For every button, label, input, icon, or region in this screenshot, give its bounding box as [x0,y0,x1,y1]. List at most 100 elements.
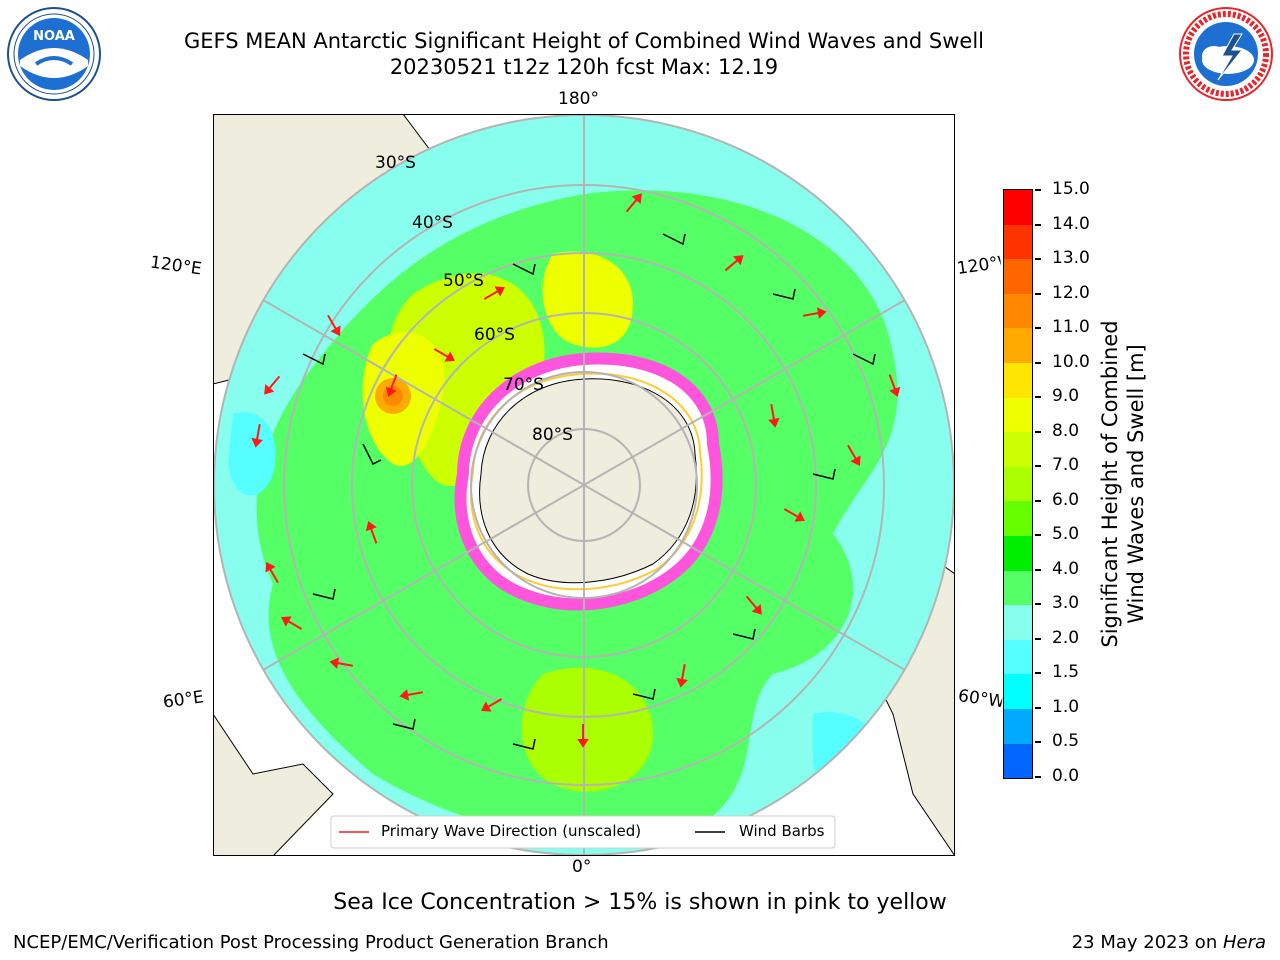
wind-barb [662,233,686,246]
colorbar-ticks: 15.0 14.0 13.0 12.0 11.0 10.0 9.0 8.0 7.0 6.0 5.0 4… [1035,179,1105,786]
colorbar-band [1004,743,1032,779]
legend-wind-barbs: Wind Barbs [739,822,825,840]
wind-barb [852,353,876,366]
legend-primary-wave: Primary Wave Direction (unscaled) [381,822,642,840]
lon-label-120e: 120°E [148,252,203,280]
lon-label-120w: 120°W [955,253,1003,279]
wind-barbs [302,233,876,750]
wave-arrow [676,663,688,688]
colorbar-tick-label: 6.0 [1052,490,1080,510]
antarctica-land [479,378,697,584]
colorbar [1003,189,1033,779]
colorbar-band [1004,639,1032,675]
map-legend [330,815,836,849]
band-9m-b [542,251,633,348]
wave-arrow [329,657,354,669]
lon-label-180: 180° [558,89,599,109]
colorbar-tick-mark [1035,638,1041,640]
lat-label-50s: 50°S [443,271,484,291]
sea-ice-caption: Sea Ice Concentration > 15% is shown in … [333,890,947,915]
wave-arrow [399,689,424,701]
colorbar-tick-mark [1035,189,1041,191]
wave-arrow [481,698,503,712]
colorbar-band [1004,259,1032,294]
wave-arrow [625,193,642,213]
colorbar-band [1004,224,1032,260]
colorbar-tick-mark [1035,776,1041,778]
wind-barb [812,468,836,480]
colorbar-band [1004,466,1032,502]
wave-arrow [251,423,263,448]
colorbar-band [1004,362,1032,398]
colorbar-tick-label: 10.0 [1052,352,1090,372]
lat-label-30s: 30°S [375,153,416,173]
wave-arrow [264,375,281,395]
wave-arrow [768,403,780,428]
noaa-logo: NOAA [7,7,101,101]
wind-barb [632,688,656,700]
wave-arrow [745,595,762,615]
wave-arrow [365,521,378,544]
lat-label-80s: 80°S [532,425,573,445]
wave-arrow [483,286,505,300]
colorbar-tick-label: 1.0 [1052,697,1080,717]
africa-land [213,713,334,856]
wave-arrows [251,193,901,748]
wave-arrow [802,307,827,319]
wind-barb [772,288,796,300]
colorbar-tick-label: 13.0 [1052,248,1090,268]
colorbar-tick-label: 1.5 [1052,662,1080,682]
colorbar-tick-label: 0.0 [1052,766,1080,786]
colorbar-tick-label: 14.0 [1052,214,1090,234]
colorbar-tick-mark [1035,741,1041,743]
band-12m [383,386,403,406]
lon-label-60w: 60°W [956,686,1004,712]
wind-barb [732,628,756,640]
wind-barb [312,588,336,600]
colorbar-tick-mark [1035,224,1041,226]
colorbar-tick-mark [1035,534,1041,536]
colorbar-band [1004,190,1032,225]
colorbar-tick-label: 15.0 [1052,179,1090,199]
colorbar-tick-label: 5.0 [1052,524,1080,544]
colorbar-tick-mark [1035,293,1041,295]
colorbar-band [1004,328,1032,363]
colorbar-tick-mark [1035,569,1041,571]
colorbar-tick-label: 2.0 [1052,628,1080,648]
band-2m [228,412,276,496]
polar-map [213,114,955,856]
colorbar-label-line1: Significant Height of Combined [1098,320,1122,648]
wave-arrow [385,374,398,397]
band-6-7m [521,667,653,792]
wave-arrow [577,724,589,748]
colorbar-band [1004,674,1032,709]
colorbar-tick-label: 11.0 [1052,317,1090,337]
colorbar-tick-mark [1035,327,1041,329]
lat-label-70s: 70°S [503,375,544,395]
colorbar-label: Significant Height of Combined Wind Wave… [1097,284,1149,684]
wind-barb [512,263,536,276]
colorbar-tick-mark [1035,258,1041,260]
wind-barb [302,353,326,366]
colorbar-tick-label: 0.5 [1052,731,1080,751]
wave-arrow [433,348,455,362]
colorbar-tick-label: 3.0 [1052,593,1080,613]
footer-right: 23 May 2023 on Hera [1072,932,1266,953]
colorbar-tick-label: 9.0 [1052,386,1080,406]
wave-arrow [327,314,341,336]
colorbar-band [1004,605,1032,640]
wave-arrow [783,508,805,522]
wave-arrow [281,616,303,630]
wind-barb [362,443,382,466]
chart-subtitle: 20230521 t12z 120h fcst Max: 12.19 [389,55,779,79]
noaa-logo-text: NOAA [33,29,75,44]
colorbar-tick-label: 7.0 [1052,455,1080,475]
colorbar-tick-label: 12.0 [1052,283,1090,303]
meridian-60e-120w [262,299,906,671]
chart-title: GEFS MEAN Antarctic Significant Height o… [183,29,985,53]
wave-arrow [888,374,901,397]
colorbar-band [1004,432,1032,467]
colorbar-tick-mark [1035,707,1041,709]
colorbar-band [1004,397,1032,433]
colorbar-band [1004,708,1032,744]
